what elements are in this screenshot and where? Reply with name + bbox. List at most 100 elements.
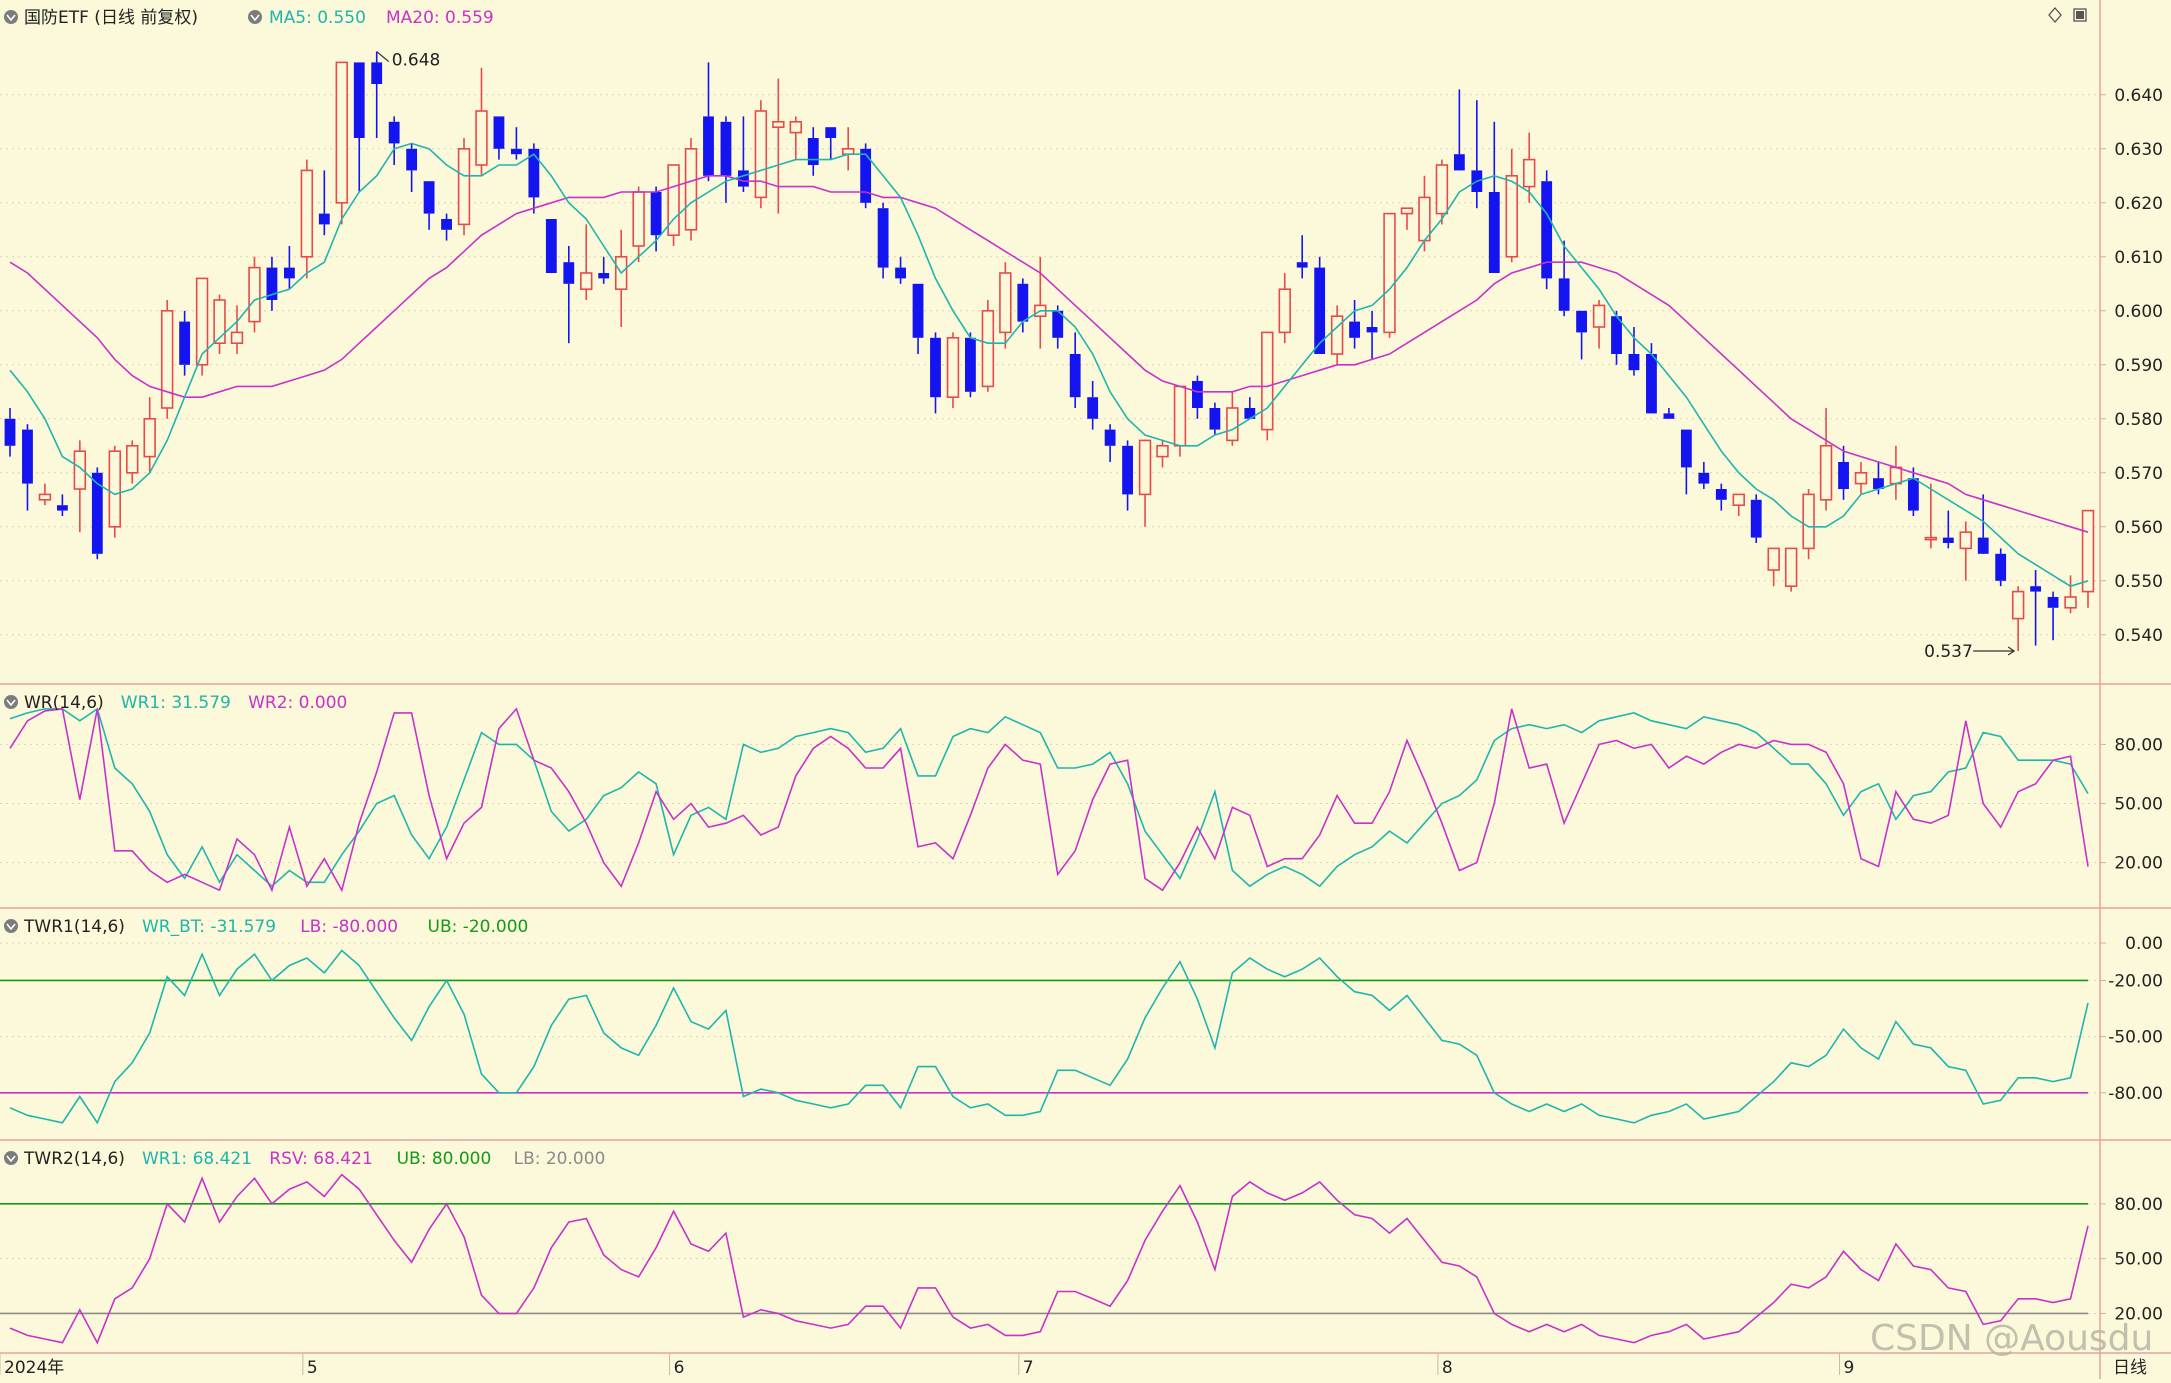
candle-body-down xyxy=(1995,553,2007,581)
chevron-down-icon xyxy=(250,14,260,22)
candle-body-down xyxy=(1611,316,1622,354)
y-tick-label: 0.630 xyxy=(2114,140,2163,160)
candlestick xyxy=(423,181,435,230)
candlestick xyxy=(108,445,121,538)
candlestick xyxy=(300,159,314,279)
candlestick xyxy=(1680,429,1692,495)
chevron-down-icon xyxy=(6,14,16,22)
candlestick xyxy=(1995,548,2007,587)
candlestick xyxy=(335,61,348,225)
candlestick xyxy=(2081,509,2095,608)
candle-body-down xyxy=(2030,586,2042,592)
candle-body-down xyxy=(703,116,714,176)
collapse-toggle-icon[interactable] xyxy=(4,919,18,933)
x-tick-label: 2024年 xyxy=(4,1358,64,1378)
indicator-value: UB: 80.000 xyxy=(397,1149,492,1169)
candlestick xyxy=(353,62,365,192)
y-tick-label: -50.00 xyxy=(2108,1028,2163,1048)
candle-body-up xyxy=(160,309,174,409)
candlestick xyxy=(406,143,418,192)
annotation-arrow xyxy=(376,51,390,63)
candle-body-down xyxy=(423,181,435,214)
ma20-line xyxy=(9,175,2089,533)
y-tick-label: 0.560 xyxy=(2114,518,2163,538)
candle-body-down xyxy=(1052,310,1064,338)
y-tick-label: 0.00 xyxy=(2125,934,2163,954)
candle-body-down xyxy=(283,267,295,279)
candlestick xyxy=(2030,570,2042,646)
y-tick-label: 0.590 xyxy=(2114,356,2163,376)
period-label: 日线 xyxy=(2113,1358,2147,1378)
candle-body-down xyxy=(1750,499,1762,538)
candle-body-down xyxy=(1244,408,1256,419)
candle-body-up xyxy=(1138,439,1152,496)
candlestick xyxy=(1522,132,1536,203)
y-tick-label: 0.610 xyxy=(2114,248,2163,268)
candlestick xyxy=(1192,375,1203,419)
candlestick xyxy=(1838,445,1849,500)
y-tick-label: 0.640 xyxy=(2114,86,2163,106)
candle-body-up xyxy=(1261,331,1274,431)
indicator-series-line xyxy=(9,949,2089,1125)
pane-title: 国防ETF (日线 前复权) xyxy=(24,8,198,28)
candlestick xyxy=(1104,424,1116,462)
candle-body-up xyxy=(2011,590,2025,620)
candlestick xyxy=(1296,235,1308,279)
candle-body-up xyxy=(841,148,855,156)
candle-body-up xyxy=(2081,509,2095,593)
candle-body-down xyxy=(1296,262,1308,268)
candle-body-down xyxy=(1558,278,1570,311)
pane-title: TWR2(14,6) xyxy=(23,1149,125,1169)
candle-body-down xyxy=(1192,381,1203,408)
candlestick xyxy=(1663,408,1675,419)
collapse-toggle-icon[interactable] xyxy=(4,1151,18,1165)
candle-body-down xyxy=(1698,472,1710,484)
candlestick xyxy=(1400,207,1414,230)
low-price-annotation: 0.537 xyxy=(1924,642,1973,662)
indicator-value: WR2: 0.000 xyxy=(248,693,347,713)
candlestick xyxy=(1017,278,1029,333)
y-tick-label: 50.00 xyxy=(2114,1250,2163,1270)
candlestick xyxy=(1873,462,1884,495)
candle-body-down xyxy=(1017,283,1029,322)
candle-body-up xyxy=(981,309,995,388)
candle-body-down xyxy=(1646,354,1657,414)
candle-body-down xyxy=(1838,462,1849,489)
y-tick-label: -20.00 xyxy=(2108,971,2163,991)
candle-body-down xyxy=(266,267,278,300)
candlestick xyxy=(1209,402,1221,435)
collapse-toggle-icon[interactable] xyxy=(4,695,18,709)
candle-body-up xyxy=(1854,471,1868,485)
candle-body-down xyxy=(2047,597,2059,608)
candlestick xyxy=(371,51,383,138)
candlestick xyxy=(1698,462,1710,489)
indicator-menu-icon[interactable] xyxy=(248,10,262,24)
indicator-value: WR1: 68.421 xyxy=(142,1149,252,1169)
candlestick xyxy=(789,116,803,160)
candle-body-up xyxy=(754,110,768,199)
candlestick xyxy=(457,138,471,236)
candlestick xyxy=(772,78,785,214)
candlestick xyxy=(388,116,400,165)
candle-body-up xyxy=(1592,304,1606,328)
candlestick xyxy=(667,164,680,246)
annotation-arrow xyxy=(1973,646,2016,656)
candle-body-down xyxy=(965,337,976,392)
candle-body-up xyxy=(1226,407,1239,442)
candlestick xyxy=(1541,170,1553,290)
candle-body-down xyxy=(388,121,400,144)
collapse-toggle-icon[interactable] xyxy=(4,10,18,24)
diamond-icon[interactable] xyxy=(2048,7,2062,23)
candle-body-down xyxy=(860,148,872,203)
candlestick xyxy=(1959,521,1972,581)
candlestick xyxy=(545,219,557,273)
candle-body-down xyxy=(1366,327,1378,333)
candlestick xyxy=(1715,483,1727,511)
candlestick xyxy=(126,440,139,484)
maximize-icon[interactable] xyxy=(2073,8,2087,22)
candlestick xyxy=(1628,327,1640,376)
candle-body-up xyxy=(195,277,209,366)
candle-body-up xyxy=(1383,212,1396,334)
candle-body-up xyxy=(1732,493,1745,506)
candle-body-down xyxy=(563,262,575,284)
